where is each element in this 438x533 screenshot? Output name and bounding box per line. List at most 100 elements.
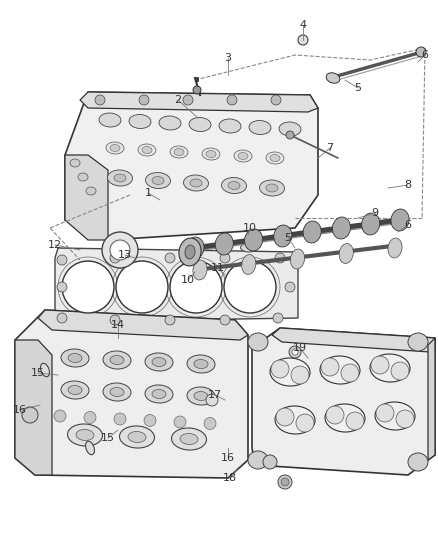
Circle shape — [275, 253, 285, 263]
Ellipse shape — [259, 180, 285, 196]
Ellipse shape — [68, 353, 82, 362]
Ellipse shape — [219, 119, 241, 133]
Circle shape — [22, 407, 38, 423]
Circle shape — [271, 360, 289, 378]
Ellipse shape — [187, 355, 215, 373]
Ellipse shape — [145, 173, 170, 189]
Ellipse shape — [215, 233, 233, 255]
Circle shape — [84, 411, 96, 424]
Polygon shape — [272, 328, 435, 352]
Ellipse shape — [270, 155, 280, 161]
Ellipse shape — [189, 117, 211, 132]
Ellipse shape — [388, 238, 402, 258]
Ellipse shape — [303, 221, 321, 243]
Ellipse shape — [186, 237, 204, 259]
Ellipse shape — [238, 152, 248, 159]
Circle shape — [292, 349, 298, 355]
Circle shape — [227, 95, 237, 105]
Ellipse shape — [159, 116, 181, 130]
Polygon shape — [428, 338, 435, 460]
Text: 10: 10 — [243, 223, 257, 233]
Ellipse shape — [266, 184, 278, 192]
Ellipse shape — [248, 333, 268, 351]
Ellipse shape — [129, 115, 151, 128]
Ellipse shape — [279, 122, 301, 136]
Text: 7: 7 — [326, 143, 334, 153]
Circle shape — [391, 362, 409, 380]
Text: 8: 8 — [404, 180, 412, 190]
Circle shape — [102, 232, 138, 268]
Text: 19: 19 — [293, 343, 307, 353]
Circle shape — [183, 95, 193, 105]
Polygon shape — [55, 248, 298, 322]
Circle shape — [271, 95, 281, 105]
Ellipse shape — [270, 358, 310, 386]
Polygon shape — [65, 155, 108, 240]
Circle shape — [273, 313, 283, 323]
Ellipse shape — [76, 430, 94, 440]
Ellipse shape — [222, 177, 247, 193]
Ellipse shape — [408, 453, 428, 471]
Ellipse shape — [172, 428, 206, 450]
Circle shape — [62, 261, 114, 313]
Ellipse shape — [86, 187, 96, 195]
Circle shape — [281, 478, 289, 486]
Ellipse shape — [332, 217, 350, 239]
Circle shape — [144, 415, 156, 426]
Ellipse shape — [152, 358, 166, 367]
Text: 14: 14 — [111, 320, 125, 330]
Polygon shape — [252, 328, 435, 475]
Ellipse shape — [41, 364, 49, 377]
Ellipse shape — [275, 406, 315, 434]
Ellipse shape — [70, 159, 80, 167]
Ellipse shape — [99, 113, 121, 127]
Ellipse shape — [110, 356, 124, 365]
Ellipse shape — [248, 451, 268, 469]
Text: 13: 13 — [118, 250, 132, 260]
Text: 18: 18 — [223, 473, 237, 483]
Text: 1: 1 — [145, 188, 152, 198]
Text: 2: 2 — [174, 95, 182, 105]
Text: 16: 16 — [221, 453, 235, 463]
Ellipse shape — [106, 142, 124, 154]
Ellipse shape — [110, 144, 120, 151]
Ellipse shape — [193, 260, 207, 280]
Circle shape — [206, 394, 218, 406]
Circle shape — [110, 240, 130, 260]
Circle shape — [57, 255, 67, 265]
Ellipse shape — [110, 387, 124, 397]
Circle shape — [326, 406, 344, 424]
Text: 6: 6 — [421, 50, 428, 60]
Circle shape — [165, 253, 175, 263]
Ellipse shape — [326, 73, 340, 83]
Ellipse shape — [152, 176, 164, 184]
Ellipse shape — [325, 404, 365, 432]
Circle shape — [341, 364, 359, 382]
Circle shape — [263, 455, 277, 469]
Text: 12: 12 — [48, 240, 62, 250]
Ellipse shape — [290, 249, 304, 269]
Polygon shape — [15, 310, 248, 478]
Ellipse shape — [185, 245, 195, 259]
Circle shape — [220, 253, 230, 263]
Text: 10: 10 — [181, 275, 195, 285]
Circle shape — [371, 356, 389, 374]
Text: 6: 6 — [405, 220, 411, 230]
Text: 5: 5 — [354, 83, 361, 93]
Ellipse shape — [138, 144, 156, 156]
Ellipse shape — [180, 433, 198, 445]
Ellipse shape — [228, 182, 240, 190]
Ellipse shape — [78, 173, 88, 181]
Ellipse shape — [274, 225, 292, 247]
Ellipse shape — [362, 213, 380, 235]
Ellipse shape — [120, 426, 155, 448]
Ellipse shape — [103, 351, 131, 369]
Circle shape — [276, 408, 294, 426]
Text: 11: 11 — [211, 263, 225, 273]
Polygon shape — [80, 92, 318, 112]
Circle shape — [346, 412, 364, 430]
Ellipse shape — [240, 244, 255, 252]
Ellipse shape — [266, 152, 284, 164]
Circle shape — [174, 416, 186, 428]
Circle shape — [296, 414, 314, 432]
